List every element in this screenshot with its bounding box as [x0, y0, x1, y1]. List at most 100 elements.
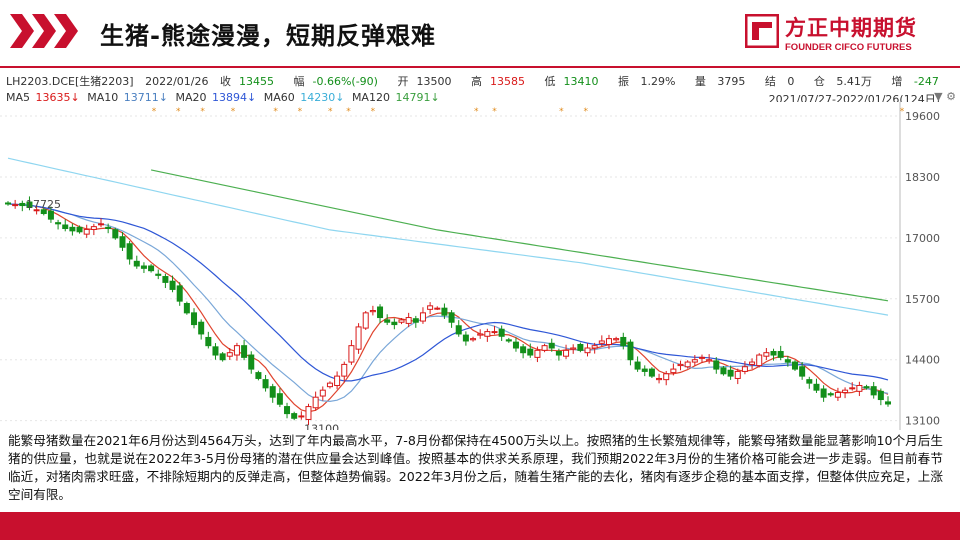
low-value: 13410: [563, 75, 599, 88]
header-divider: [0, 66, 960, 68]
candle-body: [419, 312, 426, 322]
candle-body: [627, 341, 634, 361]
y-tick-label: 15700: [905, 293, 940, 306]
candle-body: [112, 229, 119, 239]
candle-body: [670, 368, 677, 374]
candle-body: [434, 307, 441, 310]
candle-body: [441, 307, 448, 316]
candle-body: [620, 336, 627, 347]
candle-body: [391, 321, 398, 326]
event-star-marker: *: [200, 107, 205, 117]
ma-lines: [7, 157, 889, 413]
close-field: 收 13455: [219, 75, 274, 88]
price-annotations: 17725 13100: [26, 198, 339, 430]
candles: [4, 196, 892, 426]
event-star-marker: *: [583, 107, 588, 117]
candle-body: [248, 354, 255, 370]
ma-legend: MA5 13635↓ MA10 13711↓ MA20 13894↓ MA60 …: [6, 91, 444, 104]
candle-body: [541, 345, 548, 351]
candle-body: [341, 363, 348, 377]
candle-body: [326, 382, 333, 388]
oi-field: 仓 5.41万: [813, 75, 872, 88]
event-star-marker: *: [492, 107, 497, 117]
ma5-legend: MA5 13635↓: [6, 91, 80, 104]
candle-body: [577, 343, 584, 351]
change-value: -0.66%(-90): [312, 75, 378, 88]
candle-body: [763, 352, 770, 357]
candle-body: [262, 379, 269, 389]
settle-value: 0: [787, 75, 795, 88]
candle-body: [720, 367, 727, 375]
candle-body: [591, 345, 598, 349]
candle-body: [384, 319, 391, 323]
candle-body: [870, 386, 877, 396]
candle-body: [291, 413, 298, 419]
price-annotation: 17725: [26, 198, 61, 211]
event-star-marker: *: [371, 107, 376, 117]
founder-logo-icon: [745, 14, 779, 48]
quote-date: 2022/01/26: [145, 75, 209, 88]
candle-body: [233, 345, 240, 356]
candle-body: [40, 209, 47, 215]
candle-body: [527, 348, 534, 356]
candle-body: [827, 393, 834, 396]
candle-body: [348, 345, 355, 363]
range-dropdown-icon[interactable]: ▼ ⚙: [934, 90, 956, 103]
event-markers: * * * * * * * * * * * * * *: [152, 107, 905, 117]
ma60-legend: MA60 14230↓: [263, 91, 345, 104]
y-tick-label: 14400: [905, 354, 940, 367]
event-star-marker: *: [900, 107, 905, 117]
candle-body: [698, 356, 705, 359]
candle-body: [477, 333, 484, 336]
volume-value: 3795: [717, 75, 746, 88]
candle-body: [741, 366, 748, 372]
ma10-line: [7, 203, 889, 403]
oi-change-value: -247: [913, 75, 939, 88]
y-tick-label: 19600: [905, 110, 940, 123]
oi-change-field: 增 -247: [891, 75, 939, 88]
candle-body: [26, 201, 33, 208]
candle-body: [605, 338, 612, 345]
candle-body: [162, 276, 169, 283]
candle-body: [770, 351, 777, 356]
candle-body: [534, 349, 541, 358]
logo-english-text: FOUNDER CIFCO FUTURES: [785, 42, 912, 53]
candle-body: [269, 386, 276, 398]
candle-body: [734, 370, 741, 379]
candle-body: [33, 209, 40, 212]
candle-body: [90, 226, 97, 230]
candle-body: [884, 401, 892, 405]
candle-body: [849, 387, 856, 390]
candle-body: [713, 360, 720, 370]
high-value: 13585: [489, 75, 525, 88]
candle-body: [412, 318, 419, 323]
candle-body: [512, 341, 519, 349]
candle-body: [663, 373, 670, 381]
candle-body: [584, 347, 591, 354]
candle-body: [76, 226, 83, 233]
low-field: 低 13410: [544, 75, 599, 88]
open-value: 13500: [416, 75, 452, 88]
candle-body: [634, 361, 641, 370]
candle-body: [12, 204, 19, 207]
candle-body: [555, 351, 562, 356]
ma60-line: [7, 157, 889, 316]
candle-body: [548, 342, 555, 349]
candle-body: [834, 392, 841, 398]
candle-body: [806, 379, 813, 384]
candle-body: [820, 388, 827, 398]
event-star-marker: *: [152, 107, 157, 117]
high-field: 高 13585: [470, 75, 525, 88]
candle-body: [198, 321, 205, 335]
candle-body: [241, 345, 248, 358]
candle-body: [62, 224, 69, 230]
candle-body: [205, 336, 212, 347]
candle-body: [105, 226, 112, 230]
candle-body: [140, 265, 147, 269]
candle-body: [312, 396, 319, 409]
candle-body: [448, 312, 455, 323]
candle-body: [656, 377, 663, 381]
candle-body: [355, 326, 362, 350]
change-field: 幅 -0.66%(-90): [293, 75, 378, 88]
event-star-marker: *: [298, 107, 303, 117]
